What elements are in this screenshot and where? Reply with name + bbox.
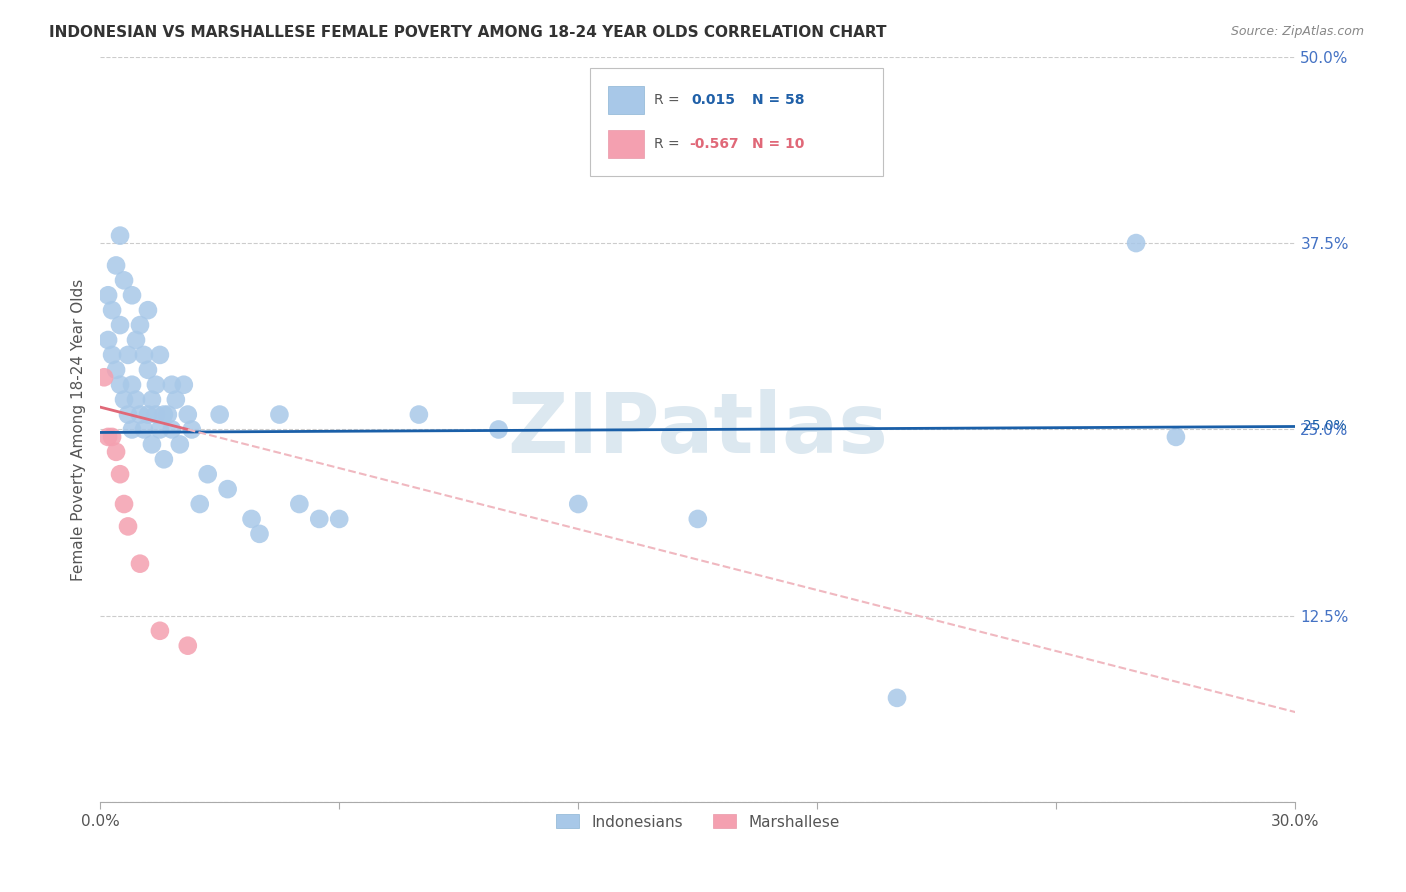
Point xyxy=(121,422,143,436)
Point xyxy=(108,467,131,482)
Point xyxy=(125,333,148,347)
Point xyxy=(208,408,231,422)
Point xyxy=(488,422,510,436)
Point xyxy=(112,497,135,511)
Point xyxy=(97,288,120,302)
Point xyxy=(160,422,183,436)
FancyBboxPatch shape xyxy=(591,68,883,176)
Point xyxy=(132,348,155,362)
Point xyxy=(108,228,131,243)
Point xyxy=(686,512,709,526)
Text: 0.015: 0.015 xyxy=(692,93,735,107)
Y-axis label: Female Poverty Among 18-24 Year Olds: Female Poverty Among 18-24 Year Olds xyxy=(72,278,86,581)
Point xyxy=(156,408,179,422)
Point xyxy=(1125,236,1147,251)
Point xyxy=(160,377,183,392)
Text: N = 58: N = 58 xyxy=(752,93,804,107)
Text: ZIPatlas: ZIPatlas xyxy=(508,389,889,470)
Point xyxy=(149,422,172,436)
Point xyxy=(240,512,263,526)
Point xyxy=(188,497,211,511)
Point xyxy=(112,392,135,407)
Point xyxy=(132,422,155,436)
Point xyxy=(117,519,139,533)
Point xyxy=(108,377,131,392)
Point xyxy=(129,318,152,332)
Point xyxy=(93,370,115,384)
Point xyxy=(567,497,589,511)
Point xyxy=(288,497,311,511)
Bar xyxy=(609,130,644,158)
Text: 25.0%: 25.0% xyxy=(1303,419,1347,434)
Point xyxy=(136,363,159,377)
Point xyxy=(129,557,152,571)
Point xyxy=(97,333,120,347)
Point xyxy=(141,437,163,451)
Point xyxy=(97,430,120,444)
Text: Source: ZipAtlas.com: Source: ZipAtlas.com xyxy=(1230,25,1364,38)
Point xyxy=(101,348,124,362)
Text: INDONESIAN VS MARSHALLESE FEMALE POVERTY AMONG 18-24 YEAR OLDS CORRELATION CHART: INDONESIAN VS MARSHALLESE FEMALE POVERTY… xyxy=(49,25,887,40)
Point xyxy=(177,639,200,653)
Point xyxy=(129,408,152,422)
Point xyxy=(149,348,172,362)
Point xyxy=(105,445,128,459)
Point xyxy=(145,408,167,422)
Point xyxy=(328,512,350,526)
Text: N = 10: N = 10 xyxy=(752,137,804,151)
Point xyxy=(117,408,139,422)
Text: R =: R = xyxy=(654,93,679,107)
Text: R =: R = xyxy=(654,137,679,151)
Point xyxy=(117,348,139,362)
Point xyxy=(217,482,239,496)
Point xyxy=(149,624,172,638)
Point xyxy=(105,259,128,273)
Point xyxy=(141,392,163,407)
Point xyxy=(136,408,159,422)
Point xyxy=(153,408,176,422)
Point xyxy=(136,303,159,318)
Point xyxy=(145,377,167,392)
Point xyxy=(269,408,291,422)
Point xyxy=(121,377,143,392)
Text: -0.567: -0.567 xyxy=(689,137,740,151)
Point xyxy=(125,392,148,407)
Point xyxy=(108,318,131,332)
Point xyxy=(121,288,143,302)
Point xyxy=(1164,430,1187,444)
Point xyxy=(886,690,908,705)
Point xyxy=(165,392,187,407)
Point xyxy=(197,467,219,482)
Point xyxy=(180,422,202,436)
Point xyxy=(249,526,271,541)
Point xyxy=(169,437,191,451)
Point xyxy=(153,452,176,467)
Legend: Indonesians, Marshallese: Indonesians, Marshallese xyxy=(550,808,846,836)
Point xyxy=(177,408,200,422)
Point xyxy=(173,377,195,392)
Point xyxy=(112,273,135,287)
Bar xyxy=(609,86,644,114)
Point xyxy=(101,303,124,318)
Point xyxy=(101,430,124,444)
Point xyxy=(105,363,128,377)
Point xyxy=(408,408,430,422)
Point xyxy=(308,512,330,526)
